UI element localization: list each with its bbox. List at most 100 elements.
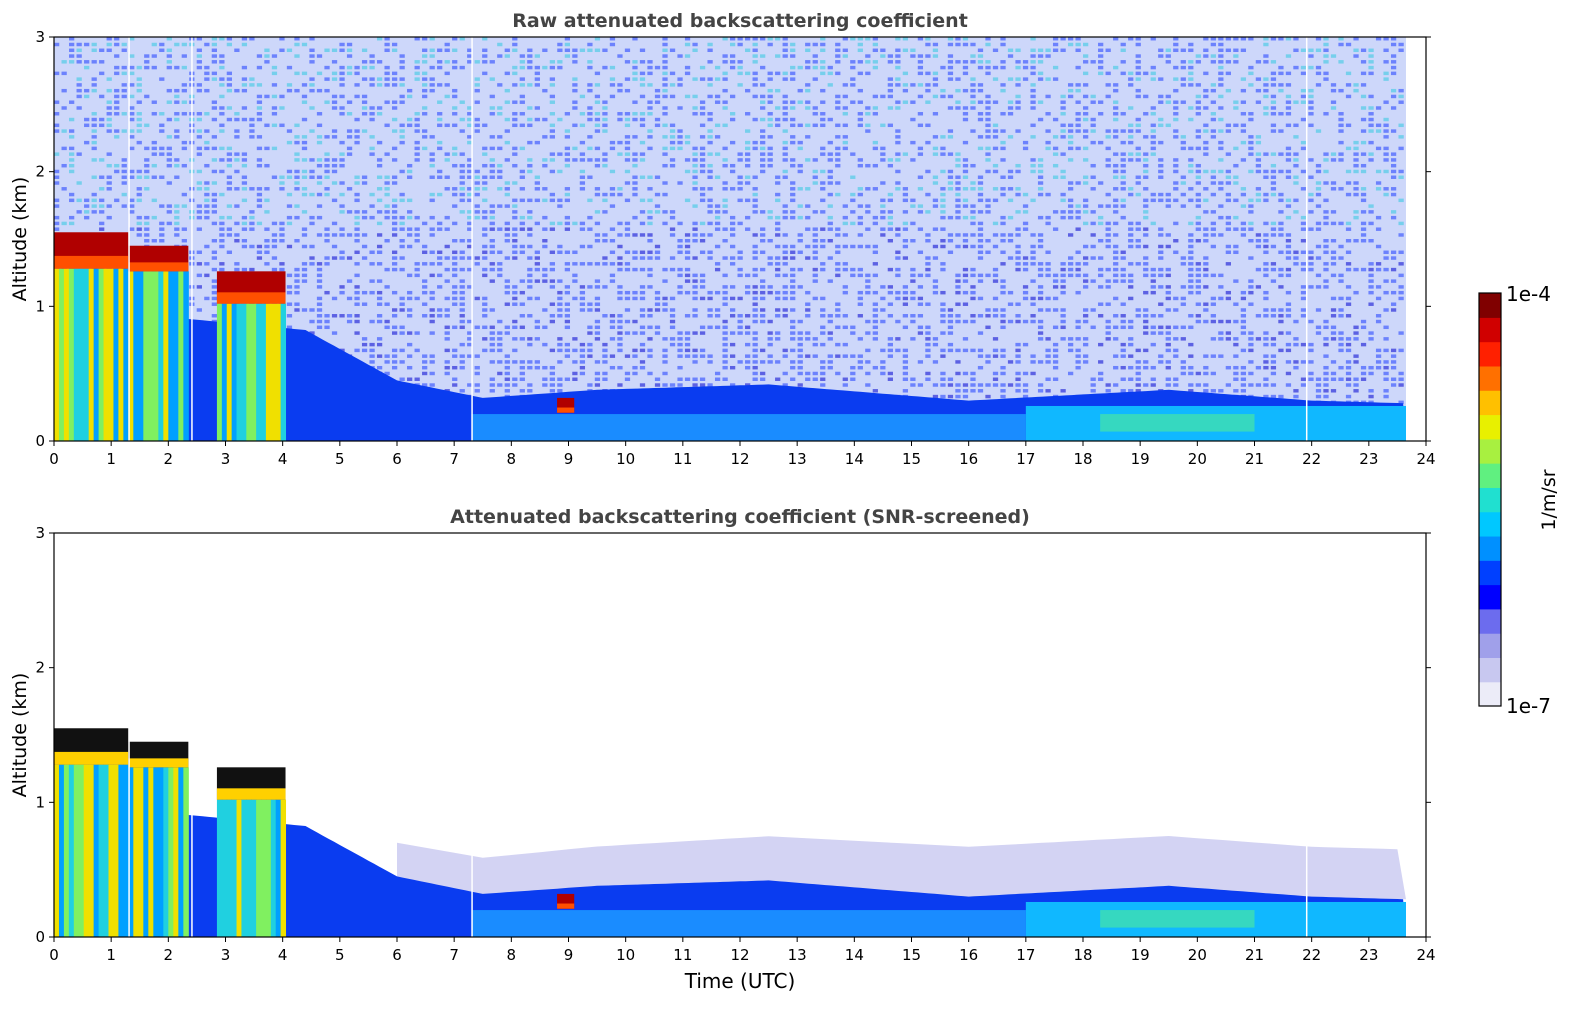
- noise-speck: [790, 48, 796, 53]
- noise-speck: [512, 204, 518, 208]
- noise-speck: [647, 175, 653, 179]
- noise-speck: [699, 112, 706, 116]
- noise-speck: [241, 77, 248, 81]
- noise-speck: [504, 48, 510, 53]
- noise-speck: [790, 377, 796, 381]
- noise-speck: [579, 48, 586, 53]
- noise-speck: [166, 146, 172, 151]
- noise-speck: [662, 383, 668, 387]
- noise-speck: [497, 342, 503, 347]
- noise-speck: [489, 239, 495, 243]
- noise-speck: [842, 140, 848, 145]
- noise-speck: [985, 394, 991, 399]
- noise-speck: [857, 71, 863, 76]
- noise-speck: [557, 169, 563, 174]
- noise-speck: [692, 169, 698, 174]
- noise-speck: [407, 169, 413, 174]
- noise-speck: [384, 371, 390, 376]
- noise-speck: [467, 342, 473, 347]
- noise-speck: [737, 60, 743, 64]
- noise-speck: [1180, 262, 1186, 266]
- noise-speck: [992, 244, 999, 249]
- noise-speck: [752, 314, 758, 318]
- noise-speck: [527, 383, 533, 387]
- noise-speck: [151, 100, 157, 104]
- noise-speck: [722, 239, 728, 243]
- noise-speck: [895, 233, 901, 237]
- noise-speck: [992, 348, 999, 353]
- noise-speck: [602, 163, 608, 168]
- noise-speck: [1128, 71, 1134, 76]
- noise-speck: [1143, 244, 1149, 249]
- noise-speck: [579, 187, 586, 191]
- noise-speck: [662, 54, 668, 58]
- noise-speck: [572, 88, 578, 93]
- noise-speck: [339, 290, 345, 295]
- noise-speck: [677, 135, 683, 139]
- noise-speck: [669, 158, 676, 162]
- noise-speck: [482, 48, 488, 53]
- noise-speck: [925, 325, 931, 330]
- noise-speck: [587, 325, 593, 330]
- noise-speck: [857, 187, 863, 191]
- noise-speck: [204, 296, 210, 301]
- noise-speck: [827, 319, 833, 324]
- noise-speck: [1210, 319, 1216, 324]
- noise-speck: [572, 371, 578, 376]
- noise-speck: [722, 273, 728, 278]
- noise-speck: [684, 233, 691, 237]
- noise-speck: [564, 290, 571, 295]
- noise-speck: [624, 60, 631, 64]
- noise-speck: [1030, 37, 1036, 41]
- noise-speck: [729, 227, 736, 231]
- noise-speck: [782, 204, 788, 208]
- noise-speck: [519, 187, 525, 191]
- noise-speck: [264, 54, 270, 58]
- noise-speck: [872, 250, 878, 255]
- noise-speck: [1195, 279, 1201, 283]
- noise-speck: [331, 314, 338, 318]
- noise-speck: [437, 123, 443, 128]
- noise-speck: [106, 181, 112, 185]
- noise-speck: [309, 88, 315, 93]
- noise-speck: [1105, 83, 1111, 87]
- noise-speck: [437, 100, 443, 104]
- noise-speck: [692, 354, 698, 358]
- noise-speck: [669, 319, 676, 324]
- noise-speck: [354, 227, 360, 231]
- noise-speck: [1120, 42, 1126, 47]
- noise-speck: [489, 112, 495, 116]
- noise-speck: [1075, 215, 1081, 220]
- noise-speck: [782, 314, 788, 318]
- noise-speck: [399, 77, 405, 81]
- noise-speck: [669, 135, 676, 139]
- noise-speck: [812, 273, 818, 278]
- noise-speck: [99, 94, 105, 99]
- noise-speck: [1113, 152, 1119, 156]
- noise-speck: [361, 348, 368, 353]
- noise-speck: [1173, 221, 1179, 226]
- noise-speck: [857, 302, 863, 306]
- noise-speck: [782, 140, 788, 145]
- noise-speck: [1060, 135, 1066, 139]
- noise-speck: [662, 337, 668, 341]
- noise-speck: [647, 135, 653, 139]
- noise-speck: [992, 135, 999, 139]
- noise-speck: [564, 54, 571, 58]
- noise-speck: [917, 227, 924, 231]
- noise-speck: [624, 88, 631, 93]
- noise-speck: [1015, 389, 1021, 393]
- noise-speck: [872, 140, 878, 145]
- noise-speck: [677, 365, 683, 370]
- noise-speck: [865, 187, 871, 191]
- noise-speck: [714, 377, 721, 381]
- noise-speck: [414, 296, 420, 301]
- noise-speck: [549, 135, 555, 139]
- noise-speck: [662, 354, 668, 358]
- noise-speck: [234, 152, 240, 156]
- noise-speck: [1203, 146, 1209, 151]
- noise-speck: [940, 239, 946, 243]
- noise-speck: [1022, 227, 1029, 231]
- noise-speck: [482, 181, 488, 185]
- noise-speck: [452, 37, 458, 41]
